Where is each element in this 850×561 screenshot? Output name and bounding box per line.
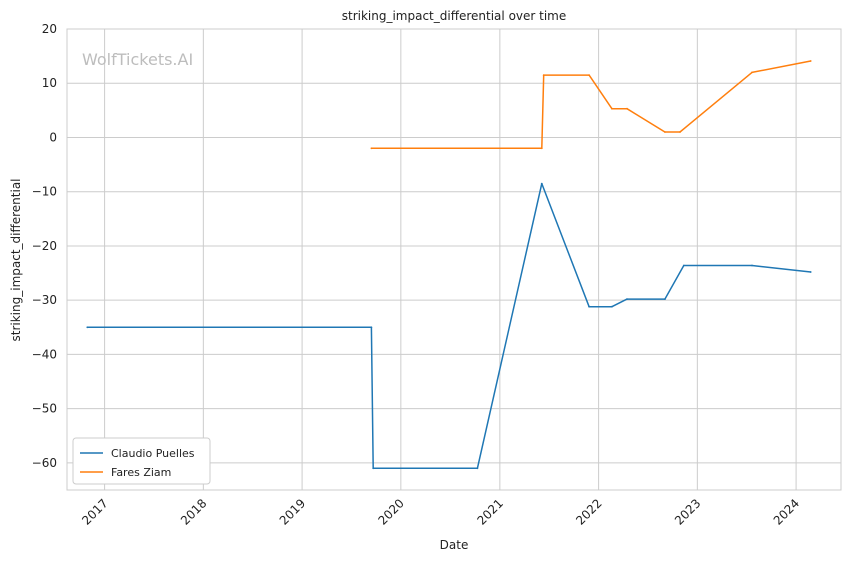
series-1-point (751, 71, 753, 74)
series-1-point (626, 107, 628, 110)
y-tick-label: −10 (32, 185, 57, 199)
series (86, 60, 812, 470)
chart-title: striking_impact_differential over time (342, 9, 567, 23)
series-0-point (809, 271, 812, 273)
legend-box (72, 437, 211, 485)
series-0-point (540, 182, 543, 185)
legend-label-series-0: Claudio Puelles (111, 447, 195, 460)
series-0-point (372, 467, 375, 470)
series-1-point (809, 60, 812, 62)
series-0-point (588, 305, 590, 308)
series-0-point (751, 264, 753, 267)
x-axis-label: Date (440, 538, 469, 552)
legend: Claudio Puelles Fares Ziam (72, 437, 211, 485)
y-tick-label: 0 (49, 130, 57, 144)
series-0-point (86, 326, 89, 329)
y-tick-label: 10 (42, 76, 57, 90)
series-1-point (370, 147, 373, 150)
series-0-point (682, 264, 685, 267)
y-tick-label: 20 (42, 22, 57, 36)
y-tick-label: −30 (32, 293, 57, 307)
legend-label-series-1: Fares Ziam (111, 466, 171, 479)
series-line-0 (87, 182, 811, 470)
y-tick-label: −60 (32, 456, 57, 470)
y-tick-label: −40 (32, 347, 57, 361)
series-0-point (476, 467, 479, 470)
plot-frame (66, 28, 842, 491)
series-1-point (542, 74, 545, 76)
watermark: WolfTickets.AI (82, 50, 193, 69)
y-axis-label: striking_impact_differential (9, 178, 23, 341)
series-1-point (611, 107, 613, 110)
y-tick-label: −50 (32, 402, 57, 416)
series-1-point (679, 131, 681, 133)
y-tick-label: −20 (32, 239, 57, 253)
series-0-point (370, 326, 373, 329)
series-1-point (664, 131, 666, 133)
series-1-point (540, 147, 543, 150)
series-0-point (626, 298, 628, 300)
series-0-point (664, 298, 666, 300)
series-0-point (611, 305, 613, 308)
series-line-1 (371, 60, 811, 150)
series-1-point (588, 74, 590, 76)
